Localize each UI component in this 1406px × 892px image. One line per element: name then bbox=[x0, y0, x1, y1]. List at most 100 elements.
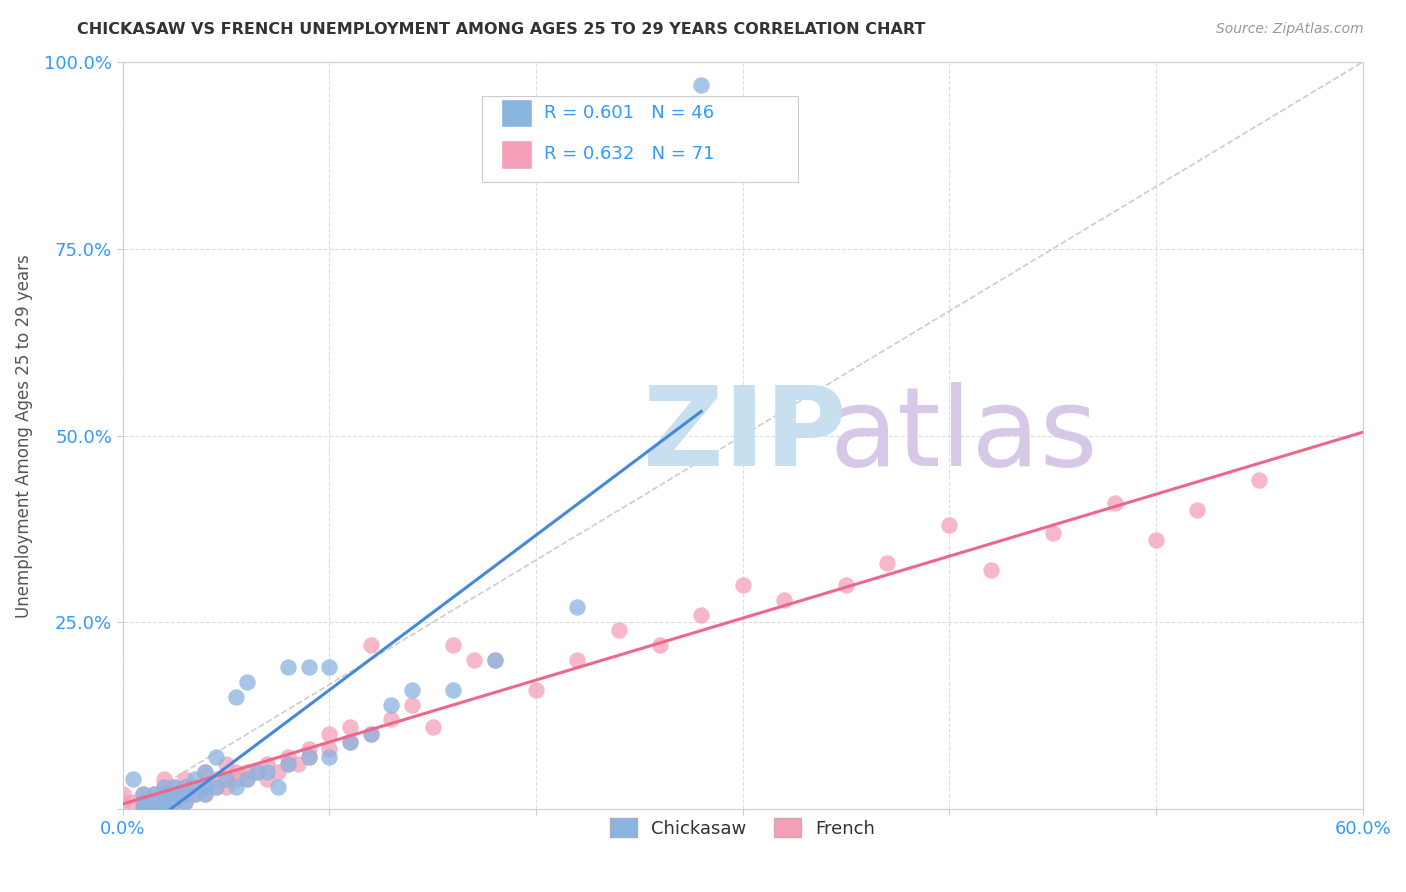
Legend: Chickasaw, French: Chickasaw, French bbox=[603, 811, 883, 845]
Point bbox=[567, 600, 589, 615]
Point bbox=[277, 757, 299, 772]
Point bbox=[163, 787, 186, 801]
Point bbox=[318, 660, 340, 674]
Point bbox=[318, 727, 340, 741]
Point bbox=[380, 713, 402, 727]
Point bbox=[266, 764, 288, 779]
Point bbox=[297, 742, 319, 756]
Point bbox=[690, 78, 713, 92]
Point bbox=[132, 787, 155, 801]
Point bbox=[731, 578, 754, 592]
Point bbox=[297, 749, 319, 764]
Text: R = 0.601   N = 46: R = 0.601 N = 46 bbox=[544, 103, 714, 121]
Point bbox=[121, 772, 143, 787]
Point bbox=[194, 787, 217, 801]
Point bbox=[339, 735, 361, 749]
Point bbox=[318, 742, 340, 756]
Point bbox=[215, 757, 238, 772]
FancyBboxPatch shape bbox=[482, 95, 799, 182]
Point bbox=[153, 795, 176, 809]
Point bbox=[297, 660, 319, 674]
Point bbox=[835, 578, 858, 592]
Point bbox=[194, 764, 217, 779]
Point bbox=[339, 720, 361, 734]
Point bbox=[215, 780, 238, 794]
Point bbox=[204, 772, 226, 787]
Point bbox=[484, 653, 506, 667]
Point bbox=[360, 638, 382, 652]
Point bbox=[173, 795, 195, 809]
Y-axis label: Unemployment Among Ages 25 to 29 years: Unemployment Among Ages 25 to 29 years bbox=[15, 253, 32, 617]
Point bbox=[256, 772, 278, 787]
Point bbox=[204, 749, 226, 764]
Point bbox=[1187, 503, 1209, 517]
Point bbox=[256, 757, 278, 772]
Point bbox=[153, 780, 176, 794]
Point bbox=[184, 787, 207, 801]
Point bbox=[235, 772, 257, 787]
Point bbox=[194, 787, 217, 801]
Point bbox=[773, 593, 796, 607]
Point bbox=[1104, 496, 1126, 510]
Point bbox=[184, 780, 207, 794]
Point bbox=[235, 675, 257, 690]
Point bbox=[360, 727, 382, 741]
Point bbox=[380, 698, 402, 712]
Point bbox=[1249, 474, 1271, 488]
Point bbox=[173, 780, 195, 794]
Point bbox=[235, 772, 257, 787]
Point bbox=[153, 772, 176, 787]
Point bbox=[163, 780, 186, 794]
Point bbox=[142, 787, 165, 801]
Point bbox=[318, 749, 340, 764]
Point bbox=[567, 653, 589, 667]
Bar bbox=[501, 140, 531, 169]
Point bbox=[246, 764, 269, 779]
Point bbox=[225, 772, 247, 787]
Point bbox=[142, 787, 165, 801]
Point bbox=[132, 795, 155, 809]
Point bbox=[484, 653, 506, 667]
Text: CHICKASAW VS FRENCH UNEMPLOYMENT AMONG AGES 25 TO 29 YEARS CORRELATION CHART: CHICKASAW VS FRENCH UNEMPLOYMENT AMONG A… bbox=[77, 22, 925, 37]
Point bbox=[524, 682, 547, 697]
Point bbox=[204, 780, 226, 794]
Point bbox=[184, 772, 207, 787]
Point bbox=[142, 802, 165, 816]
Point bbox=[153, 780, 176, 794]
Point bbox=[121, 795, 143, 809]
Point bbox=[225, 780, 247, 794]
Point bbox=[194, 764, 217, 779]
Point bbox=[173, 795, 195, 809]
Text: Source: ZipAtlas.com: Source: ZipAtlas.com bbox=[1216, 22, 1364, 37]
Point bbox=[173, 787, 195, 801]
Point bbox=[142, 795, 165, 809]
Point bbox=[184, 787, 207, 801]
Point bbox=[277, 749, 299, 764]
Point bbox=[132, 802, 155, 816]
Point bbox=[235, 764, 257, 779]
Point bbox=[163, 780, 186, 794]
Point bbox=[215, 772, 238, 787]
Point bbox=[153, 787, 176, 801]
Point bbox=[173, 787, 195, 801]
Point bbox=[163, 795, 186, 809]
Point bbox=[111, 795, 134, 809]
Point bbox=[153, 795, 176, 809]
Point bbox=[648, 638, 671, 652]
Point bbox=[339, 735, 361, 749]
Point bbox=[690, 607, 713, 622]
Point bbox=[194, 780, 217, 794]
Point bbox=[441, 638, 464, 652]
Point bbox=[287, 757, 309, 772]
Point bbox=[225, 690, 247, 704]
Point bbox=[422, 720, 444, 734]
Point bbox=[980, 563, 1002, 577]
Point bbox=[163, 787, 186, 801]
Point bbox=[132, 795, 155, 809]
Point bbox=[246, 764, 269, 779]
Point bbox=[256, 764, 278, 779]
Point bbox=[215, 772, 238, 787]
Point bbox=[401, 698, 423, 712]
Text: R = 0.632   N = 71: R = 0.632 N = 71 bbox=[544, 145, 714, 163]
Text: ZIP: ZIP bbox=[644, 382, 846, 489]
